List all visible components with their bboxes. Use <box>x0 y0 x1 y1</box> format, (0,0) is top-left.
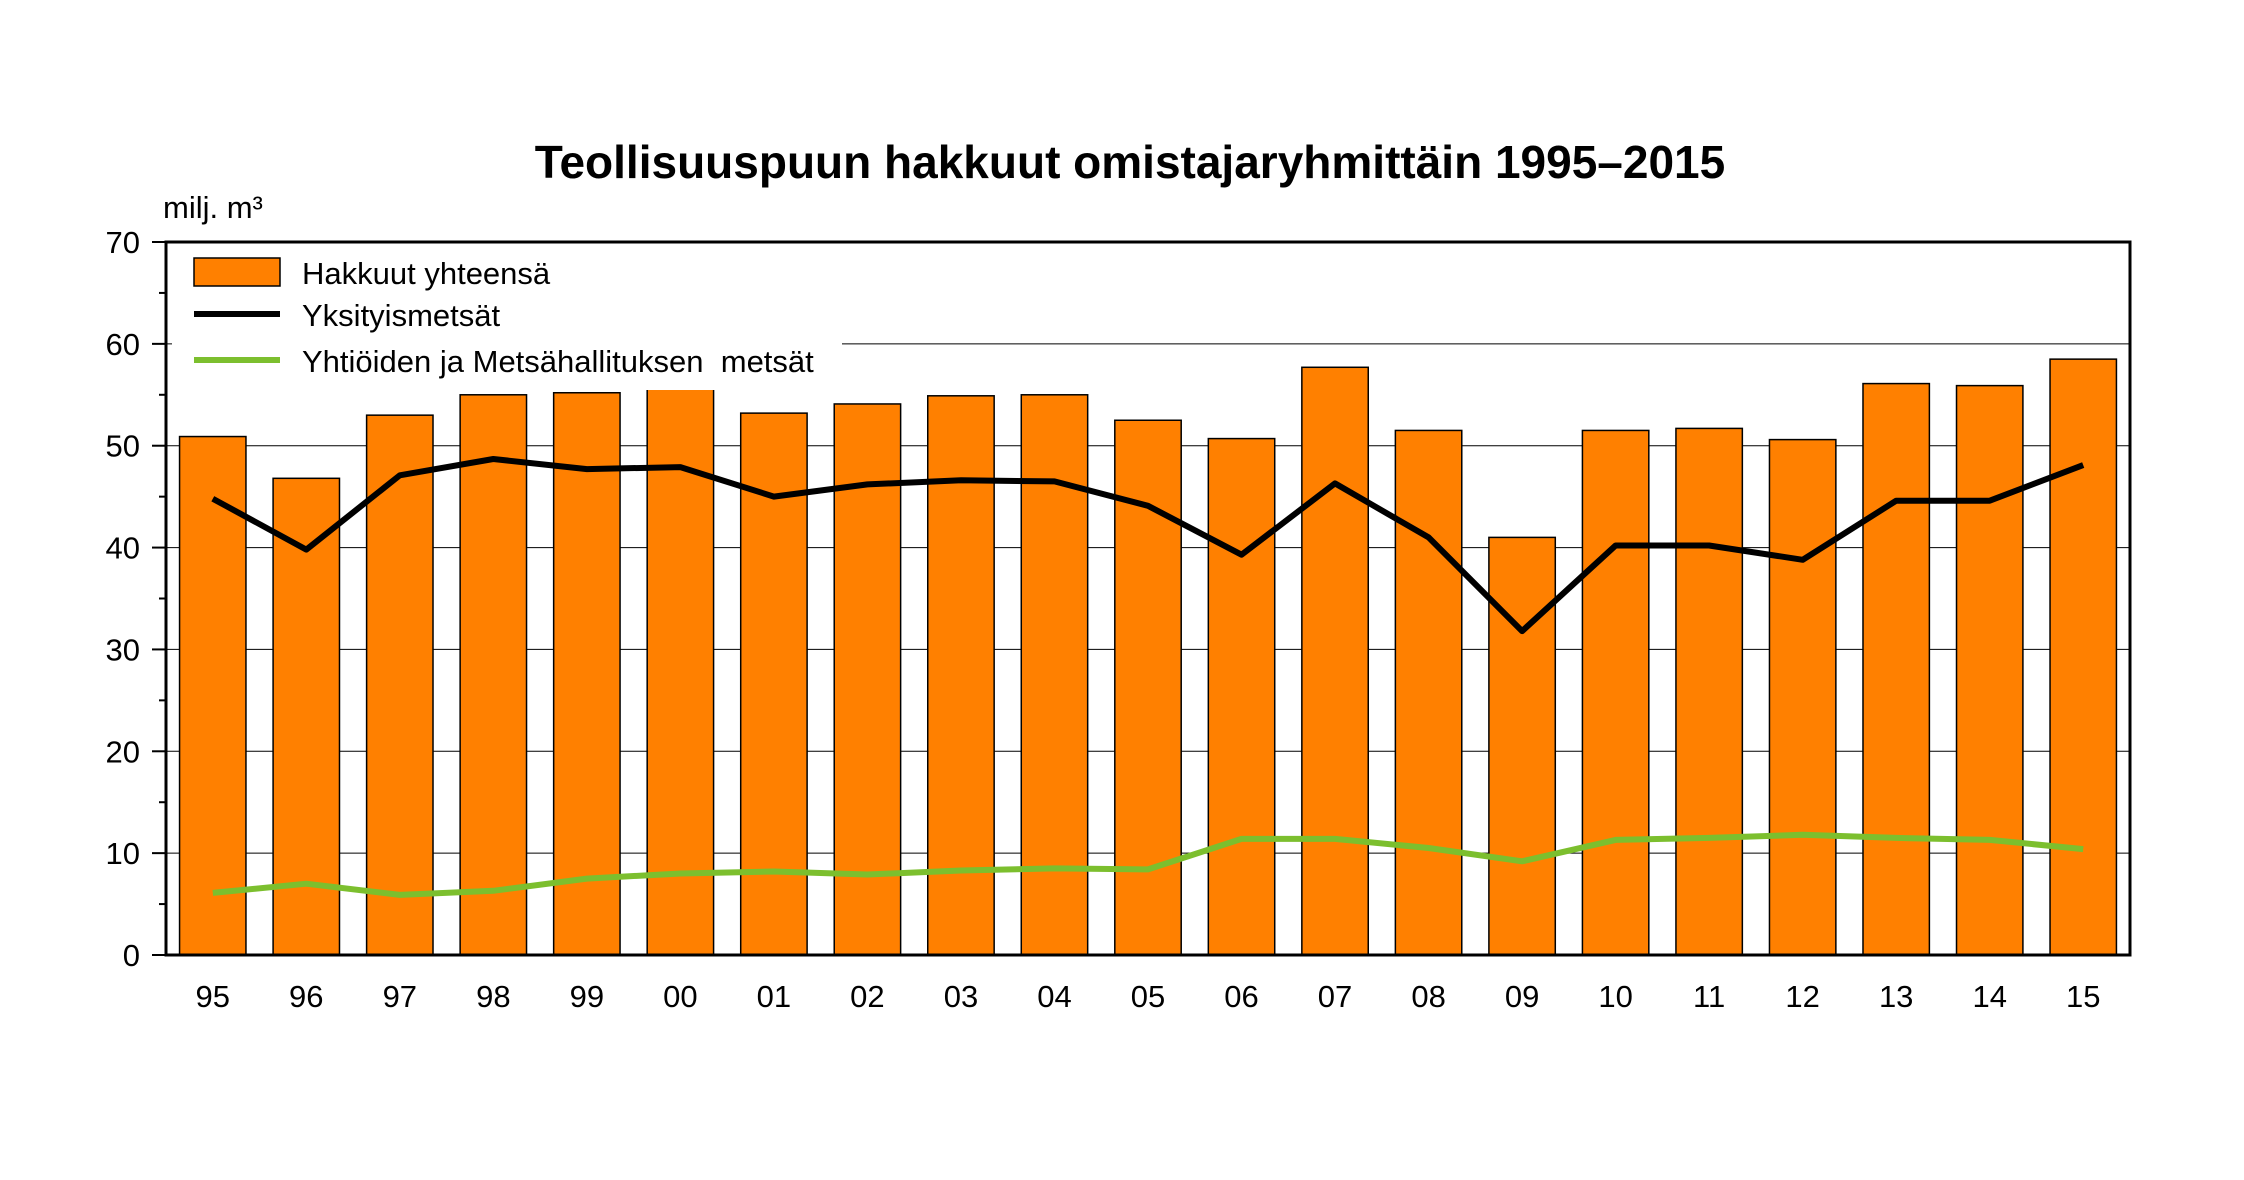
x-axis: 95 96 97 98 99 00 01 02 03 04 05 06 07 08 09 10 11 12 13 14… <box>196 979 2101 1014</box>
x-tick-label: 13 <box>1879 979 1913 1014</box>
x-tick-label: 04 <box>1037 979 1071 1014</box>
x-tick-label: 14 <box>1972 979 2006 1014</box>
bar-05 <box>1114 419 1182 956</box>
bar-03 <box>927 395 995 956</box>
x-tick-label: 08 <box>1411 979 1445 1014</box>
bar-96 <box>272 477 341 956</box>
bar-10 <box>1581 429 1650 956</box>
x-tick-label: 05 <box>1131 979 1165 1014</box>
series-line-company <box>212 831 2084 898</box>
x-tick-label: 03 <box>944 979 978 1014</box>
chart-title: Teollisuuspuun hakkuut omistajaryhmittäi… <box>535 136 1725 188</box>
x-tick-label: 96 <box>289 979 323 1014</box>
x-tick-label: 99 <box>570 979 604 1014</box>
x-tick-label: 00 <box>663 979 697 1014</box>
x-tick-label: 10 <box>1598 979 1632 1014</box>
bar-12 <box>1768 438 1837 956</box>
x-tick-label: 98 <box>476 979 510 1014</box>
legend: Hakkuut yhteensä Yksityismetsät Yhtiöide… <box>172 248 842 390</box>
y-tick-label: 40 <box>106 531 140 566</box>
bar-11 <box>1675 427 1744 956</box>
x-tick-label: 01 <box>757 979 791 1014</box>
plot-frame <box>164 240 2132 957</box>
bar-00 <box>646 384 715 956</box>
x-tick-label: 12 <box>1785 979 1819 1014</box>
bar-15 <box>2049 358 2118 956</box>
series-line-private <box>211 456 2085 635</box>
y-tick-label: 10 <box>106 836 140 871</box>
x-tick-label: 07 <box>1318 979 1352 1014</box>
x-tick-label: 95 <box>196 979 230 1014</box>
y-axis: 0 10 20 30 40 50 60 70 <box>106 225 166 973</box>
bars <box>178 358 2118 956</box>
x-tick-label: 06 <box>1224 979 1258 1014</box>
x-tick-label: 02 <box>850 979 884 1014</box>
legend-swatch-bars <box>193 257 281 287</box>
legend-background <box>172 248 842 390</box>
bar-02 <box>833 403 902 956</box>
legend-label-company: Yhtiöiden ja Metsähallituksen metsät <box>302 344 814 379</box>
bar-08 <box>1394 429 1463 956</box>
y-tick-label: 70 <box>106 225 140 260</box>
x-tick-label: 09 <box>1505 979 1539 1014</box>
x-tick-label: 97 <box>383 979 417 1014</box>
series-lines <box>211 456 2085 898</box>
bar-97 <box>365 414 434 956</box>
y-tick-label: 50 <box>106 429 140 464</box>
bar-99 <box>552 391 621 956</box>
y-tick-label: 60 <box>106 327 140 362</box>
bar-07 <box>1301 366 1369 956</box>
bar-13 <box>1862 382 1931 956</box>
y-tick-label: 30 <box>106 632 140 667</box>
x-tick-label: 15 <box>2066 979 2100 1014</box>
legend-label-private: Yksityismetsät <box>302 298 500 333</box>
bar-09 <box>1488 536 1557 956</box>
bar-06 <box>1207 437 1276 956</box>
x-tick-label: 11 <box>1693 979 1725 1014</box>
bar-98 <box>459 394 528 956</box>
bar-01 <box>739 412 808 956</box>
y-tick-label: 20 <box>106 734 140 769</box>
legend-label-bars: Hakkuut yhteensä <box>302 256 551 291</box>
y-axis-label: milj. m³ <box>163 190 263 225</box>
bar-14 <box>1955 384 2024 956</box>
y-tick-label: 0 <box>123 938 140 973</box>
